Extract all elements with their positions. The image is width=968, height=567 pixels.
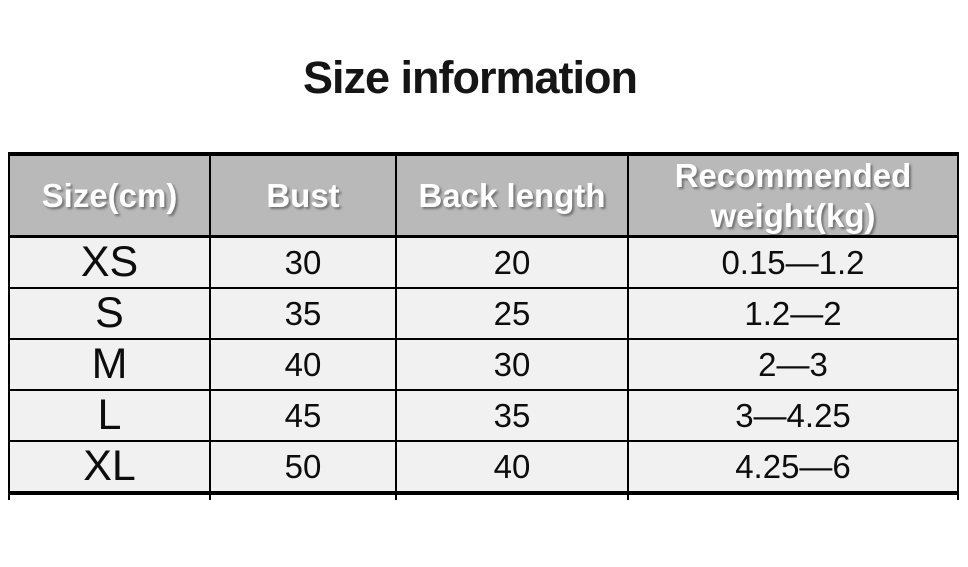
header-recommended-weight: Recommended weight(kg)	[627, 152, 959, 239]
cell-size: M	[8, 338, 211, 392]
cropped-cell	[209, 493, 397, 501]
cell-back-length: 35	[395, 389, 629, 443]
cell-back-length: 30	[395, 338, 629, 392]
cell-bust: 40	[209, 338, 397, 392]
cell-weight: 3—4.25	[627, 389, 959, 443]
cell-size: XS	[8, 235, 211, 290]
cell-bust: 50	[209, 440, 397, 496]
page-title: Size information	[302, 52, 638, 103]
cropped-cell	[395, 493, 629, 501]
cell-bust: 45	[209, 389, 397, 443]
header-bust: Bust	[209, 152, 397, 239]
cropped-cell	[8, 493, 211, 501]
cell-back-length: 25	[395, 287, 629, 341]
table-header-row: Size(cm) Bust Back length Recommended we…	[8, 152, 959, 239]
header-size-cm: Size(cm)	[8, 152, 211, 239]
cell-size: XL	[8, 440, 211, 496]
table-row-xs: XS 30 20 0.15—1.2	[8, 235, 959, 290]
table-row-s: S 35 25 1.2—2	[8, 287, 959, 341]
table-row-l: L 45 35 3—4.25	[8, 389, 959, 443]
table-row-m: M 40 30 2—3	[8, 338, 959, 392]
cell-size: S	[8, 287, 211, 341]
cell-back-length: 40	[395, 440, 629, 496]
cell-size: L	[8, 389, 211, 443]
cell-weight: 1.2—2	[627, 287, 959, 341]
header-back-length: Back length	[395, 152, 629, 239]
cell-bust: 30	[209, 235, 397, 290]
cropped-cell	[627, 493, 959, 501]
cell-weight: 2—3	[627, 338, 959, 392]
cell-back-length: 20	[395, 235, 629, 290]
cropped-next-row	[8, 493, 959, 501]
cell-weight: 4.25—6	[627, 440, 959, 496]
table-row-xl: XL 50 40 4.25—6	[8, 440, 959, 496]
cell-bust: 35	[209, 287, 397, 341]
size-table: Size(cm) Bust Back length Recommended we…	[8, 152, 959, 501]
cell-weight: 0.15—1.2	[627, 235, 959, 290]
